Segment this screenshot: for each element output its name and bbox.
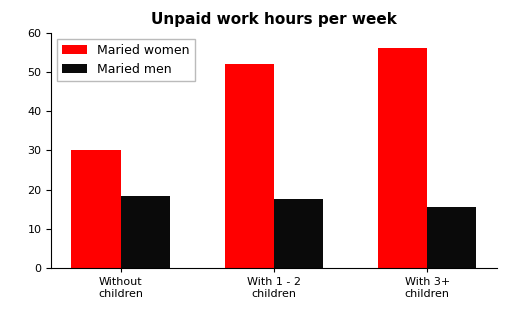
Bar xyxy=(120,196,169,268)
Bar xyxy=(225,64,274,268)
Bar xyxy=(378,48,428,268)
Bar xyxy=(428,207,476,268)
Legend: Maried women, Maried men: Maried women, Maried men xyxy=(57,39,195,81)
Bar xyxy=(274,199,323,268)
Bar xyxy=(72,150,120,268)
Title: Unpaid work hours per week: Unpaid work hours per week xyxy=(151,12,397,27)
